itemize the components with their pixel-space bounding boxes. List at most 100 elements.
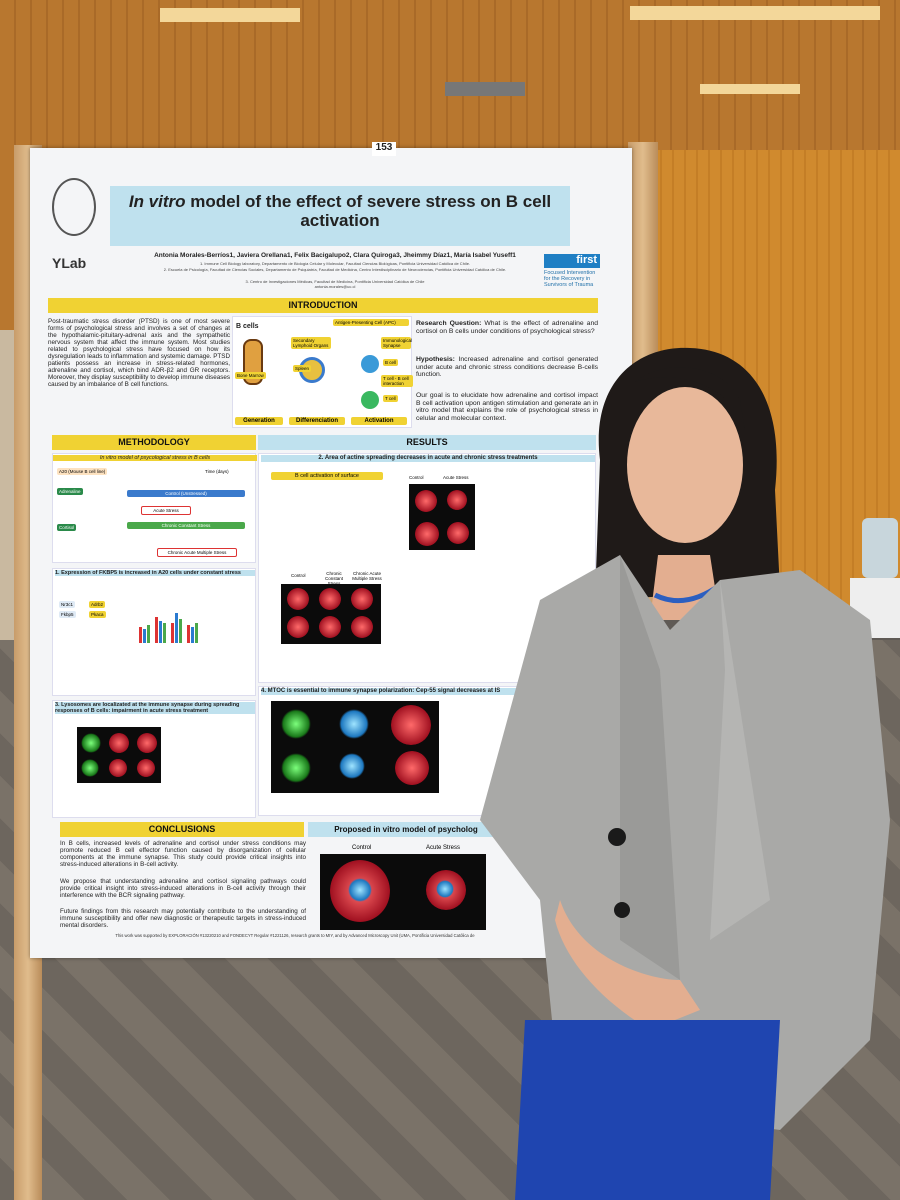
figure-bar [195,623,198,643]
bar-figure [139,613,198,643]
cell [287,616,309,638]
figure-bar [147,619,198,643]
label: B cell activation of surface [271,472,383,480]
conclusion: In B cells, increased levels of adrenali… [60,840,306,869]
cell [281,709,311,739]
condition: Control (Unstressed) [127,490,245,497]
button [608,828,626,846]
diagram-title: B cells [236,323,259,330]
stage-label: Activation [351,417,407,425]
gene: Fkbp5 [59,611,76,618]
first-tagline: Focused Intervention for the Recovery in… [544,270,596,289]
cell [137,759,155,777]
section-heading: METHODOLOGY [52,435,256,450]
diagram-label: Spleen [293,365,312,372]
cell [81,759,99,777]
t-cell-icon [361,391,379,409]
cell [319,588,341,610]
figure-bar [159,621,162,643]
label: Time (days) [205,469,229,474]
cell [109,759,127,777]
figure-bar [139,617,190,643]
conclusion: We propose that understanding adrenaline… [60,878,306,900]
label: Acute Stress [426,845,461,851]
intro-text: Post-traumatic stress disorder (PTSD) is… [48,318,231,389]
gene: Nr3c1 [59,601,76,608]
figure-bar [187,625,190,643]
b-cell-diagram: B cells Bone Marrow Secondary Lymphoid O… [232,316,413,428]
figure-bar [191,627,194,643]
ceiling-light [630,6,880,20]
label: Acute Stress [443,475,469,480]
water-dispenser [862,518,898,578]
face [627,387,743,543]
figure-bar [175,613,178,643]
b-cell-icon [361,355,379,373]
label: Control [409,475,424,480]
cell [109,733,129,753]
cell [391,705,431,745]
micrograph [77,727,161,783]
figure-bar [171,623,174,643]
panel-title: In vitro model of psycological stress in… [53,455,257,462]
affiliation: 3. Centro de Investigaciones Médicas, Fa… [245,279,425,284]
university-crest [52,178,96,236]
cell [287,588,309,610]
cell [351,616,373,638]
section-heading: CONCLUSIONS [60,822,304,837]
micrograph [271,701,439,793]
lapel [620,555,680,980]
label: Chronic Constant Stress [324,571,343,586]
micrograph [409,484,475,550]
condition: Chronic Constant Stress [127,522,245,529]
cell [447,522,469,544]
diagram-label: T cell - B cell interaction [381,375,413,387]
goal: Our goal is to elucidate how adrenaline … [416,392,598,422]
condition: Chronic Acute Multiple Stress [157,548,237,557]
vent [445,82,525,96]
research-question: Research Question: What is the effect of… [416,320,598,335]
figure-bar [143,629,146,643]
text: What is the effect of adrenaline and cor… [416,320,599,335]
poster-title: In vitro model of the effect of severe s… [110,186,570,246]
label: Control [352,845,372,851]
cell [319,616,341,638]
section-heading: Proposed in vitro model of psycholog [308,822,504,837]
authors: Antonia Morales-Berríos1, Javiera Orella… [154,252,516,259]
micrograph [281,584,381,644]
title-italic: In vitro [128,192,186,211]
cell [415,490,437,512]
diagram-label: T cell [383,395,398,402]
lapel [710,580,770,940]
diagram-label: B cell [383,359,399,366]
label: Hypothesis: [416,356,455,363]
micrograph [320,854,486,930]
gene: Adrb2 [89,601,106,608]
ceiling-light [700,84,800,94]
figure-bar [147,625,150,643]
label: Chronic Acute Multiple Stress [352,571,382,581]
hypothesis: Hypothesis: Increased adrenaline and cor… [416,356,598,379]
method-panel: 1. Expression of FKBP5 is increased in A… [52,568,256,696]
diagram-label: Antigen-Presenting Cell (APC) [333,319,409,326]
lab-logo: YLab [52,255,87,271]
gene: Pkaca [89,611,106,618]
panel-title: 1. Expression of FKBP5 is increased in A… [55,570,255,577]
stage-label: Generation [235,417,283,425]
title-text: model of the effect of severe stress on … [190,192,552,231]
fringe [635,367,745,430]
panel-title: 4. MTOC is essential to immune synapse p… [261,688,595,695]
footer: This work was supported by EXPLORACIÓN #… [115,933,475,938]
figure-bar [155,617,158,643]
diagram-label: Bone Marrow [235,372,266,379]
email: antonia.morales@uc.cl [314,284,356,289]
label: Control [291,573,306,578]
text: Increased adrenaline and cortisol genera… [416,356,598,379]
cell [415,522,439,546]
label: A20 (Mouse B cell line) [57,468,108,475]
section-heading: INTRODUCTION [48,298,598,313]
label: Cortisol [57,524,77,531]
method-panel: 3. Lysosomes are localizated at the immu… [52,700,256,818]
cell [436,880,454,898]
